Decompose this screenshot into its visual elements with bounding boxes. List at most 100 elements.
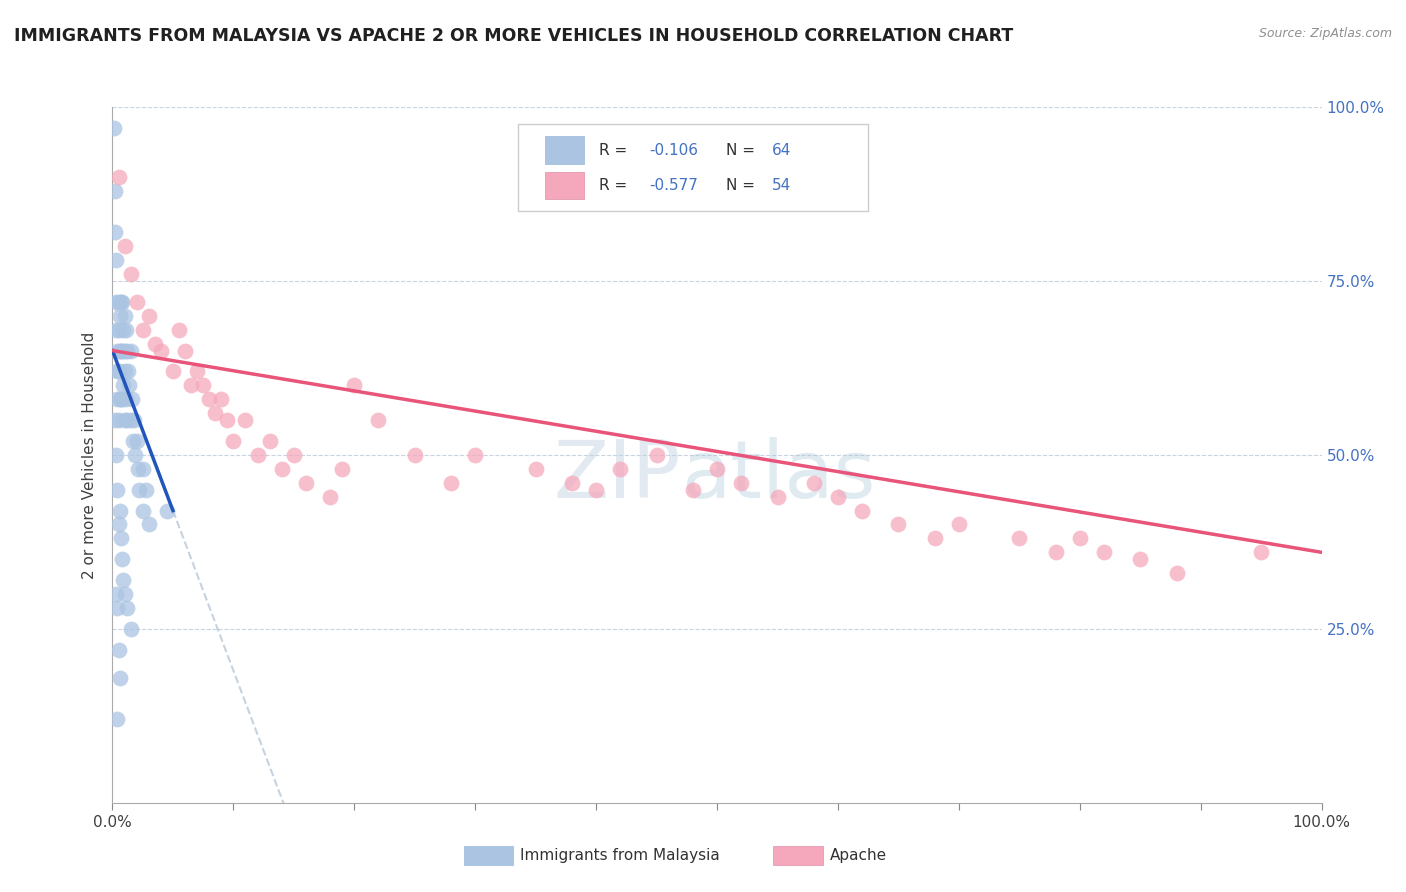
Point xyxy=(1166,566,1188,581)
Point xyxy=(132,503,155,517)
Point xyxy=(186,364,208,378)
Point xyxy=(1045,545,1067,559)
Point xyxy=(706,462,728,476)
Point xyxy=(110,532,132,546)
Point xyxy=(115,343,138,358)
Point xyxy=(107,169,129,184)
Point xyxy=(198,392,221,407)
Point xyxy=(120,622,142,636)
Point xyxy=(107,413,129,427)
Point xyxy=(138,517,160,532)
Point xyxy=(108,503,131,517)
Point xyxy=(766,490,789,504)
Point xyxy=(259,434,281,448)
Point xyxy=(128,483,150,497)
FancyBboxPatch shape xyxy=(546,171,583,200)
Text: -0.577: -0.577 xyxy=(650,178,699,193)
Point xyxy=(117,364,139,378)
Point xyxy=(114,587,136,601)
Point xyxy=(114,239,136,253)
Point xyxy=(105,323,128,337)
Text: atlas: atlas xyxy=(681,437,875,515)
Point xyxy=(948,517,970,532)
Point xyxy=(330,462,353,476)
Point xyxy=(222,434,245,448)
Point xyxy=(105,448,128,462)
Point xyxy=(105,253,128,268)
Text: N =: N = xyxy=(725,143,759,158)
Point xyxy=(115,601,138,615)
Point xyxy=(1092,545,1115,559)
Point xyxy=(105,587,128,601)
Text: 54: 54 xyxy=(772,178,790,193)
Point xyxy=(204,406,226,420)
Point xyxy=(138,309,160,323)
Point xyxy=(105,294,128,309)
Point xyxy=(645,448,668,462)
Point xyxy=(1069,532,1091,546)
Point xyxy=(110,294,132,309)
Point xyxy=(105,483,128,497)
Point xyxy=(111,392,134,407)
Point xyxy=(121,392,143,407)
Point xyxy=(125,294,148,309)
Point xyxy=(105,712,128,726)
Point xyxy=(803,475,825,490)
Text: Apache: Apache xyxy=(830,848,887,863)
Point xyxy=(125,434,148,448)
Point xyxy=(132,323,155,337)
Point xyxy=(464,448,486,462)
Point xyxy=(107,517,129,532)
Point xyxy=(149,343,172,358)
Point xyxy=(887,517,910,532)
Point xyxy=(107,364,129,378)
Point xyxy=(191,378,215,392)
Text: Immigrants from Malaysia: Immigrants from Malaysia xyxy=(520,848,720,863)
Point xyxy=(143,336,166,351)
Point xyxy=(1129,552,1152,566)
Point xyxy=(112,378,135,392)
Point xyxy=(156,503,179,517)
Point xyxy=(111,294,134,309)
Point xyxy=(1250,545,1272,559)
Text: Source: ZipAtlas.com: Source: ZipAtlas.com xyxy=(1258,27,1392,40)
Point xyxy=(162,364,184,378)
Point xyxy=(343,378,366,392)
Point xyxy=(180,378,202,392)
Text: R =: R = xyxy=(599,143,631,158)
Point xyxy=(730,475,752,490)
Text: N =: N = xyxy=(725,178,759,193)
Point xyxy=(107,294,129,309)
Point xyxy=(114,392,136,407)
Point xyxy=(118,378,141,392)
FancyBboxPatch shape xyxy=(546,136,583,164)
Point xyxy=(122,434,145,448)
Point xyxy=(103,120,125,135)
Point xyxy=(135,483,157,497)
Point xyxy=(246,448,269,462)
Point xyxy=(167,323,190,337)
Point xyxy=(124,448,146,462)
Point xyxy=(404,448,426,462)
Point xyxy=(111,343,134,358)
Point xyxy=(585,483,607,497)
Point xyxy=(440,475,463,490)
Point xyxy=(1008,532,1031,546)
Point xyxy=(367,413,389,427)
Point xyxy=(235,413,257,427)
Point xyxy=(851,503,873,517)
Point xyxy=(122,413,145,427)
Point xyxy=(120,413,142,427)
Point xyxy=(112,573,135,587)
Point xyxy=(104,225,127,239)
Point xyxy=(111,552,134,566)
Point xyxy=(682,483,704,497)
Point xyxy=(105,343,128,358)
Point xyxy=(110,392,132,407)
Point xyxy=(107,323,129,337)
Point xyxy=(127,462,149,476)
Point xyxy=(270,462,292,476)
Point xyxy=(132,462,155,476)
Point xyxy=(114,323,136,337)
Point xyxy=(114,364,136,378)
